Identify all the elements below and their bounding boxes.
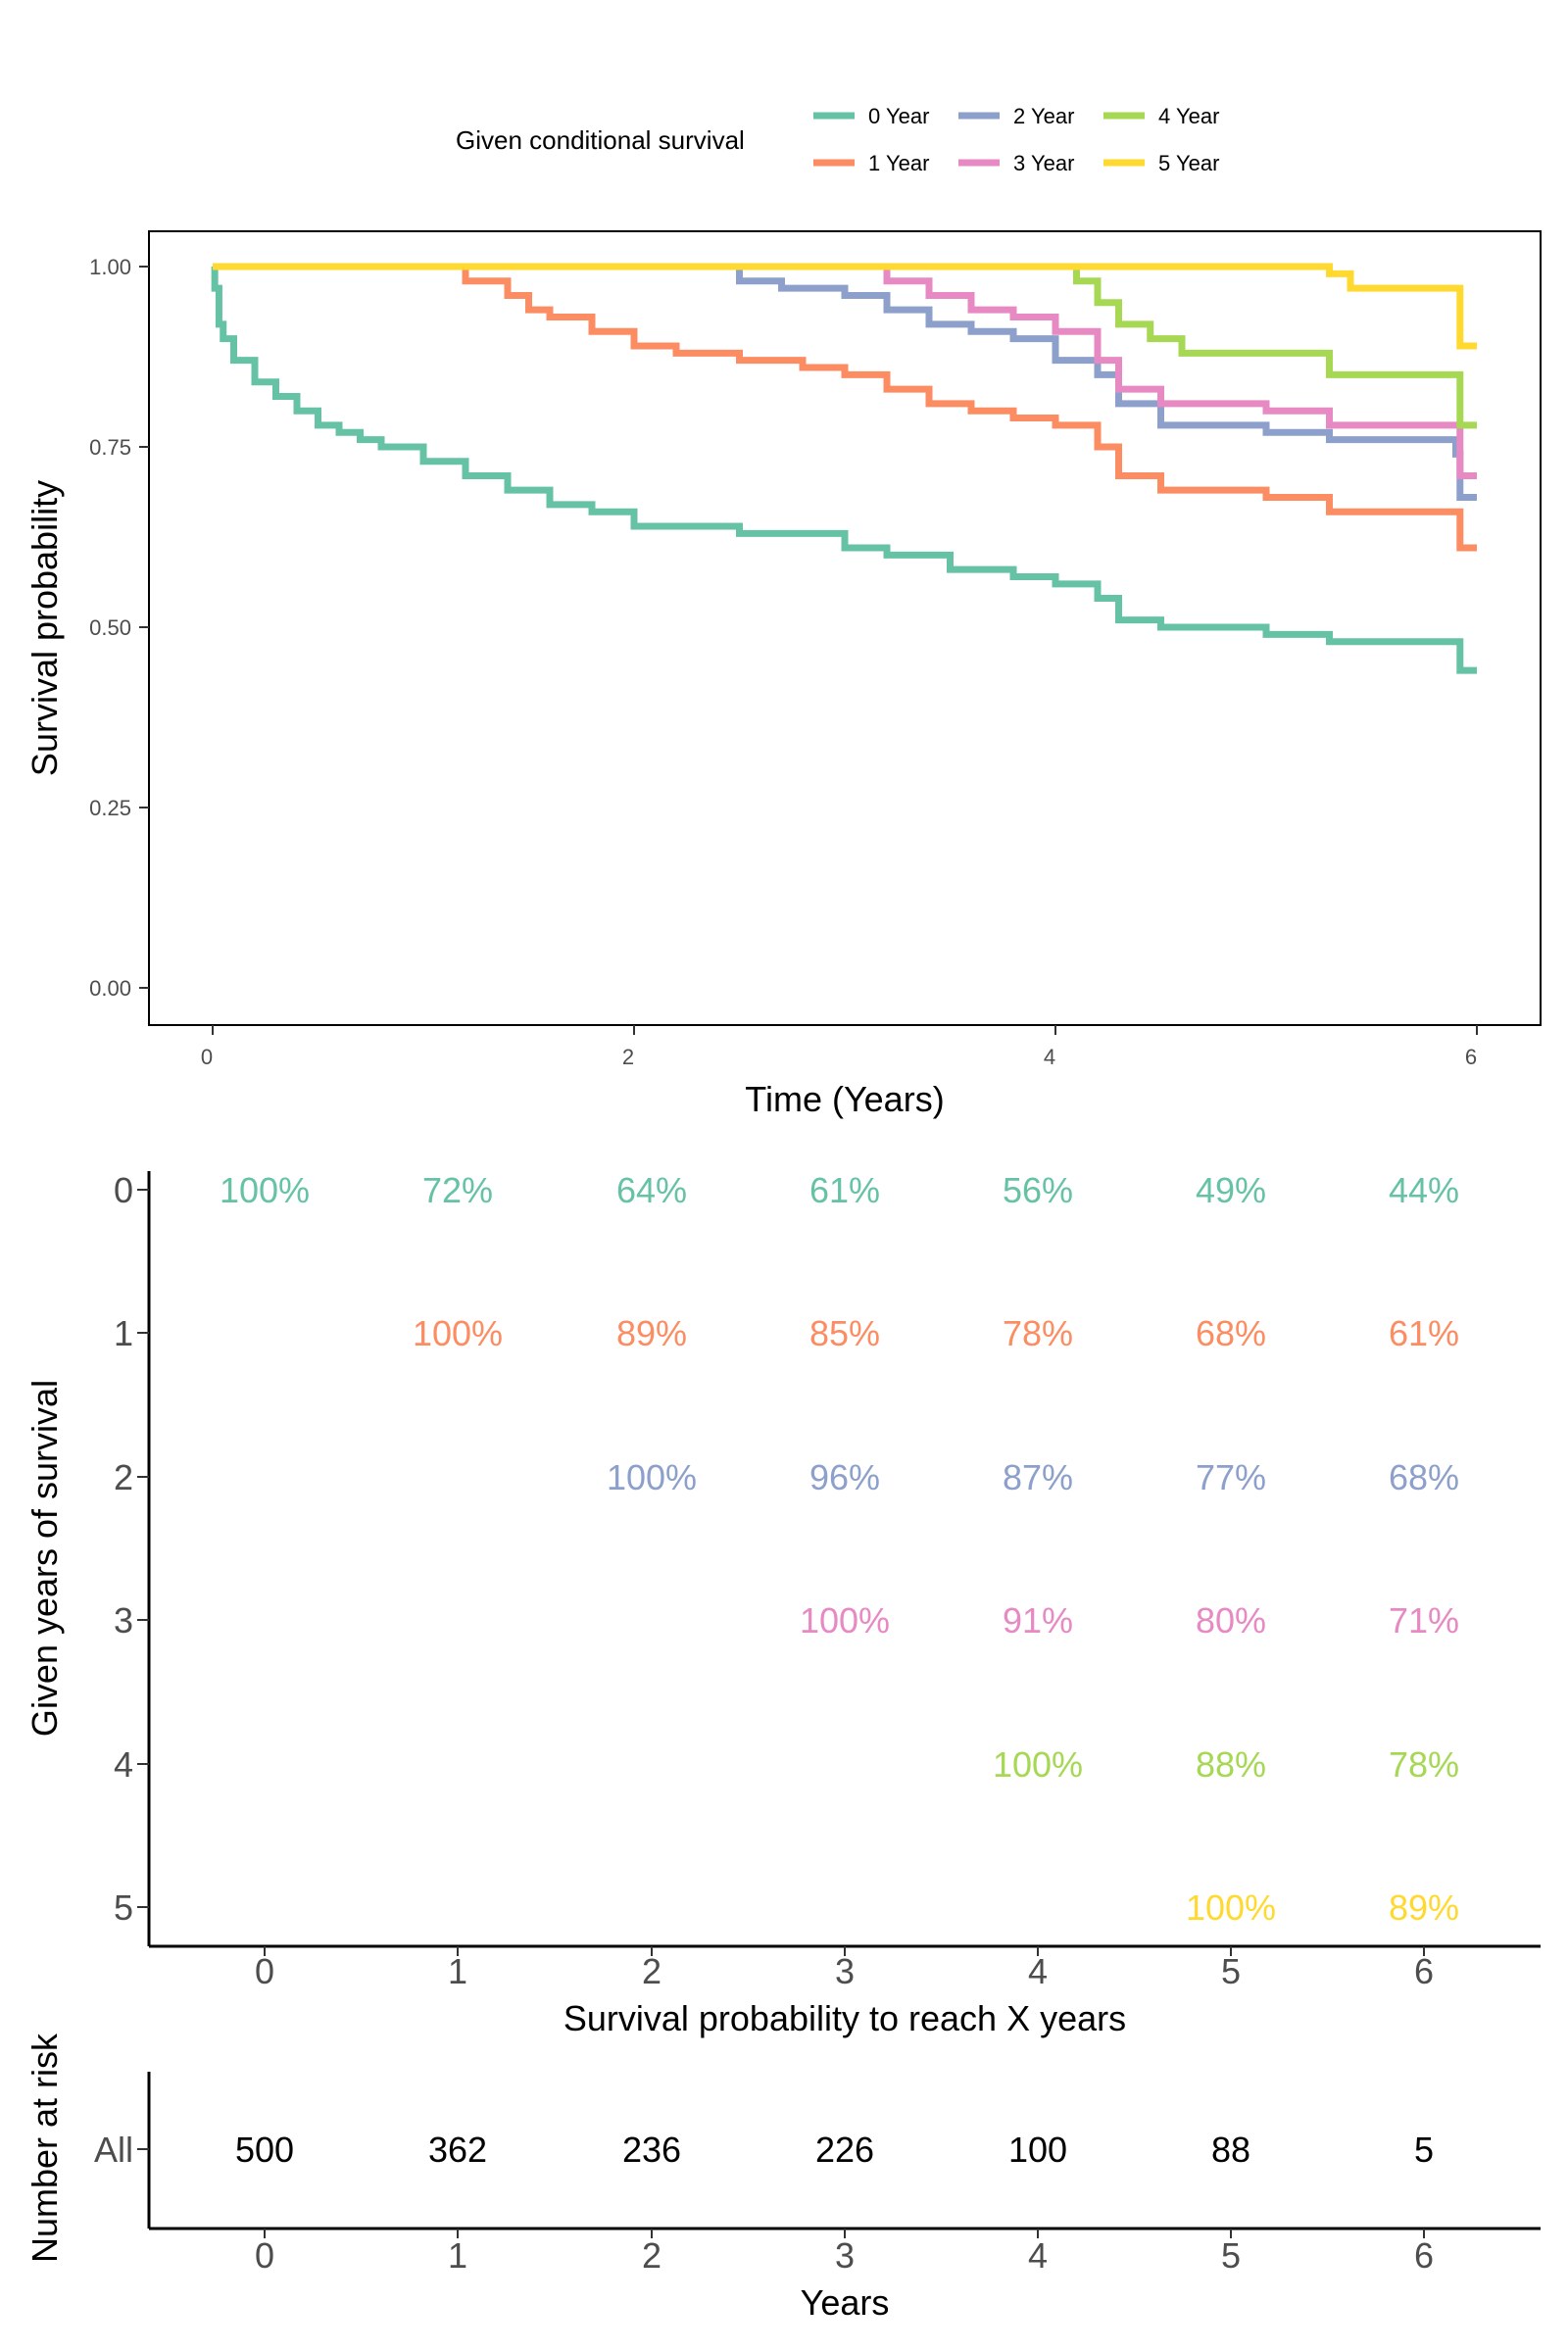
table-x-axis-title: Survival probability to reach X years [564,1998,1126,2038]
table-cell: 56% [1003,1170,1073,1210]
legend-label: 0 Year [868,104,929,128]
y-tick-label: 1.00 [89,255,131,279]
survival-line-4-year [213,263,1477,429]
risk-y-axis-title: Number at risk [24,2033,65,2263]
legend-title: Given conditional survival [456,125,745,155]
legend-label: 2 Year [1013,104,1074,128]
y-axis-ticks: 0.00 0.25 0.50 0.75 1.00 [89,255,149,1001]
x-tick-label: 1 [448,1951,467,1991]
risk-x-ticks: 0 1 2 3 4 5 6 [255,2229,1434,2276]
table-cell: 89% [1389,1887,1459,1928]
risk-count: 100 [1008,2130,1067,2170]
risk-count: 236 [622,2130,681,2170]
x-tick-label: 5 [1221,2235,1241,2276]
table-cell: 77% [1196,1457,1266,1497]
x-tick-label: 2 [642,2235,662,2276]
table-cell: 71% [1389,1600,1459,1641]
x-tick-label: 4 [1044,1045,1055,1069]
table-cell: 44% [1389,1170,1459,1210]
row-label: 5 [114,1887,133,1928]
legend-label: 4 Year [1158,104,1219,128]
table-cell: 89% [616,1313,687,1353]
table-cell: 78% [1389,1744,1459,1785]
risk-count: 5 [1414,2130,1434,2170]
risk-rows: All 500 362 236 226 100 88 5 [94,2130,1434,2170]
row-label: All [94,2130,133,2170]
x-tick-label: 3 [835,1951,855,1991]
x-axis-title: Time (Years) [745,1079,944,1119]
table-cell: 100% [800,1600,890,1641]
table-rows: 0 100% 72% 64% 61% 56% 49% 44% 1 100% 89% 85% 78% 68%… [114,1170,1459,1928]
x-tick-label: 1 [448,2235,467,2276]
y-tick-label: 0.75 [89,435,131,460]
table-cell: 80% [1196,1600,1266,1641]
legend-label: 3 Year [1013,151,1074,175]
table-cell: 61% [1389,1313,1459,1353]
risk-count: 500 [235,2130,294,2170]
table-cell: 78% [1003,1313,1073,1353]
table-cell: 68% [1389,1457,1459,1497]
row-label: 0 [114,1170,133,1210]
x-tick-label: 3 [835,2235,855,2276]
table-cell: 49% [1196,1170,1266,1210]
legend-label: 1 Year [868,151,929,175]
x-tick-label: 0 [255,1951,274,1991]
table-cell: 100% [993,1744,1083,1785]
y-tick-label: 0.50 [89,615,131,640]
number-at-risk-table: All 500 362 236 226 100 88 5 0 1 2 3 4 5 6 Years Numb… [24,2033,1541,2323]
row-label: 2 [114,1457,133,1497]
x-tick-label: 0 [255,2235,274,2276]
x-tick-label: 6 [1414,2235,1434,2276]
table-cell: 91% [1003,1600,1073,1641]
survival-line-2-year [213,263,1477,502]
survival-line-5-year [213,263,1477,350]
legend: Given conditional survival 0 Year 1 Year 2… [456,104,1219,175]
y-axis-title: Survival probability [24,480,65,776]
legend-items: 0 Year 1 Year 2 Year 3 Year 4 Year 5 Year [813,104,1219,175]
table-cell: 100% [413,1313,503,1353]
survival-line-1-year [213,263,1477,552]
x-tick-label: 2 [642,1951,662,1991]
table-cell: 96% [809,1457,880,1497]
table-cell: 100% [220,1170,310,1210]
y-tick-label: 0.00 [89,976,131,1001]
y-tick-label: 0.25 [89,796,131,820]
table-cell: 61% [809,1170,880,1210]
row-label: 3 [114,1600,133,1641]
row-label: 1 [114,1313,133,1353]
table-cell: 68% [1196,1313,1266,1353]
x-tick-label: 4 [1028,1951,1048,1991]
survival-lines [211,263,1477,674]
table-cell: 87% [1003,1457,1073,1497]
x-tick-label: 6 [1414,1951,1434,1991]
risk-count: 362 [428,2130,487,2170]
table-cell: 72% [422,1170,493,1210]
risk-x-axis-title: Years [801,2282,890,2323]
table-cell: 100% [1186,1887,1276,1928]
x-tick-label: 4 [1028,2235,1048,2276]
x-tick-label: 6 [1465,1045,1477,1069]
table-x-ticks: 0 1 2 3 4 5 6 [255,1946,1434,1991]
table-y-axis-title: Given years of survival [24,1380,65,1737]
survival-line-3-year [213,263,1477,479]
table-cell: 64% [616,1170,687,1210]
survival-line-0-year [211,263,1477,674]
survival-curve-panel: 0.00 0.25 0.50 0.75 1.00 0 2 4 6 Time (Years) S… [24,230,1542,1119]
x-tick-label: 5 [1221,1951,1241,1991]
risk-count: 226 [815,2130,874,2170]
table-cell: 88% [1196,1744,1266,1785]
x-axis-ticks: 0 2 4 6 [201,1025,1478,1069]
table-cell: 85% [809,1313,880,1353]
row-label: 4 [114,1744,133,1785]
x-tick-label: 2 [622,1045,634,1069]
risk-count: 88 [1211,2130,1250,2170]
legend-label: 5 Year [1158,151,1219,175]
x-tick-label: 0 [201,1045,213,1069]
table-cell: 100% [607,1457,697,1497]
conditional-survival-table: 0 100% 72% 64% 61% 56% 49% 44% 1 100% 89% 85% 78% 68%… [24,1170,1541,2038]
